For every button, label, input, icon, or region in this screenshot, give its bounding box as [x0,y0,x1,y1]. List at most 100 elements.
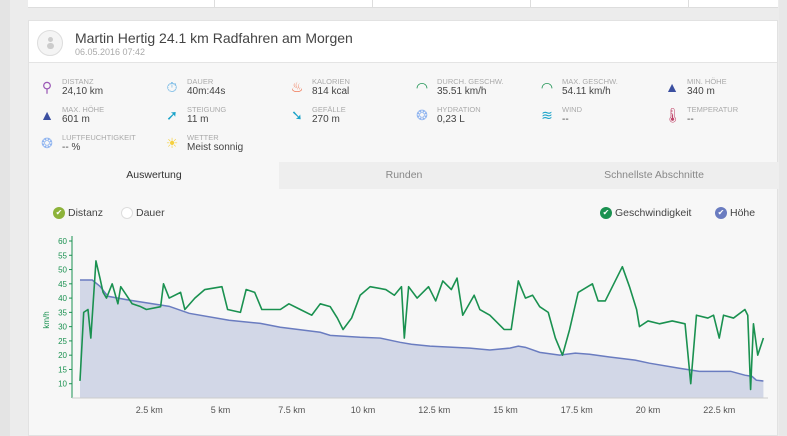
mountain-icon: ▲ [665,79,679,95]
distance-toggle[interactable]: ✔ Distanz [53,207,103,219]
stat-label: Steigung [187,105,227,114]
wind-icon: ≋ [541,107,553,123]
stat-label: Distanz [62,77,94,86]
activity-date: 06.05.2016 07:42 [75,47,146,57]
x-tick-label: 15 km [493,405,518,415]
x-tick-label: 5 km [211,405,231,415]
y-tick-label: 30 [58,323,67,332]
activity-header: Martin Hertig 24.1 km Radfahren am Morge… [29,21,777,63]
stat-value: 11 m [187,114,209,125]
speed-label: Geschwindigkeit [615,207,692,219]
y-tick-label: 35 [58,308,67,317]
activity-name: 24.1 km Radfahren am Morgen [159,30,353,46]
x-tick-label: 17.5 km [561,405,593,415]
stat-max-höhe: ▲ Max. Höhe 601 m [39,105,159,129]
stat-label: Hydration [437,105,481,114]
stat-value: Meist sonnig [187,142,244,153]
stat-label: Gefälle [312,105,346,114]
stat-value: -- [562,114,569,125]
stat-hydration: ❂ Hydration 0,23 L [414,105,534,129]
mountain-icon: ▲ [40,107,54,123]
x-tick-label: 22.5 km [703,405,735,415]
stat-label: Max. Geschw. [562,77,618,86]
stat-label: Min. Höhe [687,77,727,86]
x-tick-label: 10 km [351,405,376,415]
stat-value: 35.51 km/h [437,86,487,97]
stat-dauer: ⏱ Dauer 40m:44s [164,77,284,101]
x-tick-label: 20 km [636,405,661,415]
elevation-label: Höhe [730,207,756,219]
stat-label: Kalorien [312,77,350,86]
descent-icon: ➘ [291,107,303,123]
scrollbar[interactable] [779,0,787,436]
stopwatch-icon: ⏱ [166,79,178,95]
stat-label: Luftfeuchtigkeit [62,133,136,142]
stat-label: Max. Höhe [62,105,105,114]
y-tick-label: 55 [58,251,67,260]
speed-toggle[interactable]: ✔ Geschwindigkeit [600,207,691,219]
ascent-icon: ➚ [166,107,178,123]
y-tick-label: 50 [58,266,67,275]
stat-label: Durch. Geschw. [437,77,504,86]
y-tick-label: 45 [58,280,67,289]
speedometer-icon: ◠ [540,79,554,95]
tab-auswertung[interactable]: Auswertung [29,162,279,189]
tab-bar: Auswertung Runden Schnellste Abschnitte [29,162,779,189]
stat-label: Temperatur [687,105,739,114]
x-tick-label: 7.5 km [278,405,305,415]
y-tick-label: 40 [58,294,67,303]
stat-wind: ≋ Wind -- [539,105,659,129]
pin-icon: ⚲ [41,79,53,95]
speed-line [79,260,765,391]
y-tick-label: 25 [58,337,67,346]
elevation-toggle[interactable]: ✔ Höhe [715,207,755,219]
activity-title: Martin Hertig 24.1 km Radfahren am Morge… [75,30,353,46]
avatar[interactable] [37,30,63,56]
stat-label: Wetter [187,133,219,142]
stat-value: 814 kcal [312,86,350,97]
check-icon: ✔ [53,207,65,219]
stat-value: 54.11 km/h [562,86,611,97]
stat-distanz: ⚲ Distanz 24,10 km [39,77,159,101]
x-tick-label: 2.5 km [136,405,163,415]
y-tick-label: 15 [58,365,67,374]
stat-max-geschw-: ◠ Max. Geschw. 54.11 km/h [539,77,659,101]
tab-runden[interactable]: Runden [385,169,423,181]
stat-luftfeuchtigkeit: ❂ Luftfeuchtigkeit -- % [39,133,159,157]
speedometer-icon: ◠ [415,79,429,95]
y-tick-label: 20 [58,351,67,360]
stat-durch-geschw-: ◠ Durch. Geschw. 35.51 km/h [414,77,534,101]
duration-toggle[interactable]: Dauer [121,207,165,219]
user-name[interactable]: Martin Hertig [75,30,156,46]
stat-gefälle: ➘ Gefälle 270 m [289,105,409,129]
check-icon: ✔ [600,207,612,219]
tab-schnellste-abschnitte[interactable]: Schnellste Abschnitte [604,169,704,181]
left-panel-edge [0,0,10,436]
duration-label: Dauer [136,207,165,219]
stat-label: Wind [562,105,582,114]
stat-value: 601 m [62,114,90,125]
elevation-line [79,279,764,382]
stat-steigung: ➚ Steigung 11 m [164,105,284,129]
stats-grid: ⚲ Distanz 24,10 km ⏱ Dauer 40m:44s ♨ Kalorien 81… [29,63,777,161]
check-icon: ✔ [715,207,727,219]
distance-label: Distanz [68,207,104,219]
stat-temperatur: 🌡 Temperatur -- [664,105,784,129]
radio-empty-icon [121,207,133,219]
thermometer-icon: 🌡 [664,107,682,123]
stat-label: Dauer [187,77,214,86]
flame-icon: ♨ [290,79,304,95]
stat-kalorien: ♨ Kalorien 814 kcal [289,77,409,101]
stat-value: -- % [62,142,81,153]
stat-value: 270 m [312,114,340,125]
y-tick-label: 10 [58,380,67,389]
y-axis-title: km/h [42,311,51,328]
stat-value: 40m:44s [187,86,226,97]
stat-min-höhe: ▲ Min. Höhe 340 m [664,77,784,101]
stat-value: 340 m [687,86,715,97]
drops-icon: ❂ [416,107,428,123]
previous-card-edge [28,0,778,8]
sun-icon: ☀ [165,135,179,151]
drops-icon: ❂ [41,135,53,151]
